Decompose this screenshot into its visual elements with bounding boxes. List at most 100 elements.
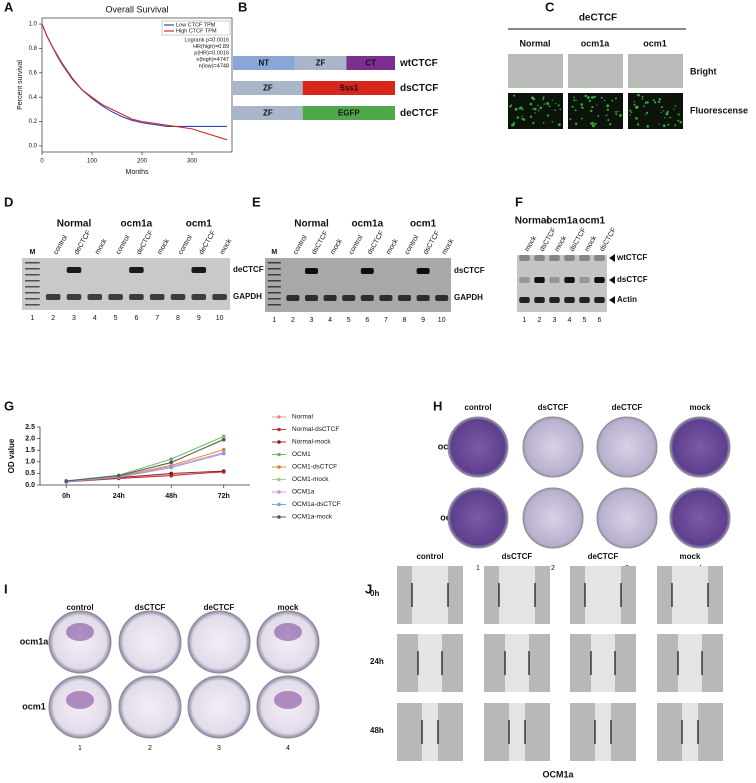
row-label: ocm1a xyxy=(20,636,50,646)
band xyxy=(397,295,412,301)
cell xyxy=(615,110,618,113)
lane-number: 7 xyxy=(384,317,388,324)
wound xyxy=(509,703,525,761)
band xyxy=(564,277,575,283)
lane-label: control xyxy=(115,234,132,256)
cell xyxy=(600,96,603,99)
cell xyxy=(580,103,584,106)
band xyxy=(594,255,605,261)
ladder xyxy=(25,268,40,270)
cell xyxy=(521,115,523,118)
lane-number: 2 xyxy=(291,317,295,324)
cell xyxy=(548,105,551,108)
cell xyxy=(629,114,631,116)
ladder xyxy=(25,292,40,294)
lane-label: mock xyxy=(94,238,109,256)
plate xyxy=(669,416,731,478)
column-label: deCTCF xyxy=(204,603,235,612)
cell xyxy=(534,112,536,114)
cell xyxy=(555,102,557,105)
ladder xyxy=(267,262,281,264)
lane-number: 1 xyxy=(523,317,527,324)
cell xyxy=(513,123,515,126)
x-tick-label: 300 xyxy=(187,159,198,165)
legend-label: OCM1a-dsCTCF xyxy=(292,501,341,508)
lane-label: mock xyxy=(329,238,344,256)
lane-number: 10 xyxy=(216,315,224,322)
legend-box xyxy=(161,20,231,36)
wound xyxy=(682,703,698,761)
column-label: deCTCF xyxy=(588,552,619,561)
legend-marker xyxy=(277,502,281,507)
band xyxy=(416,295,430,301)
gel-image xyxy=(265,258,451,312)
marker-label: M xyxy=(271,249,277,256)
band xyxy=(534,277,545,283)
lane-number: 4 xyxy=(568,317,572,324)
cell xyxy=(590,122,593,125)
lane-number: 4 xyxy=(328,317,332,324)
arrow xyxy=(609,296,615,304)
wound xyxy=(591,634,615,692)
lane-number: 6 xyxy=(134,315,138,322)
wound xyxy=(499,566,535,624)
band xyxy=(534,297,545,303)
x-tick-label: 100 xyxy=(87,159,98,165)
band xyxy=(45,294,61,300)
lane-number: 4 xyxy=(93,315,97,322)
band xyxy=(579,255,590,261)
lane-number: 3 xyxy=(553,317,557,324)
panel-letter: D xyxy=(4,194,13,209)
band xyxy=(549,255,560,261)
y-axis-label: Percent survival xyxy=(17,60,24,110)
cell xyxy=(532,108,534,110)
point xyxy=(221,447,226,452)
fluor-image xyxy=(628,93,683,129)
cell xyxy=(547,114,550,117)
cell xyxy=(669,116,672,119)
cell xyxy=(603,99,606,102)
panel-letter: F xyxy=(515,194,523,209)
cell xyxy=(615,113,618,116)
legend-marker xyxy=(277,415,281,419)
x-tick-label: 0 xyxy=(40,159,44,165)
annotation: n(low)=4748 xyxy=(199,63,229,69)
band xyxy=(129,267,144,273)
band xyxy=(579,297,590,303)
x-tick-label: 24h xyxy=(113,493,125,500)
band xyxy=(286,295,300,301)
lane-label: mock xyxy=(584,235,599,253)
band-label: dsCTCF xyxy=(454,266,485,275)
marker-label: M xyxy=(29,249,35,256)
domain xyxy=(294,56,347,70)
cell xyxy=(679,120,683,124)
lane-label: mock xyxy=(554,235,569,253)
band xyxy=(416,268,430,274)
cell xyxy=(532,97,536,101)
plate xyxy=(522,416,584,478)
cell xyxy=(609,123,612,126)
stain xyxy=(66,691,94,709)
arrow xyxy=(609,276,615,284)
domain xyxy=(302,81,395,95)
row-label: 0h xyxy=(370,589,379,598)
plate-number: 1 xyxy=(476,565,480,572)
lane-label: control xyxy=(177,234,194,256)
annotation: HR(high)=0.89 xyxy=(193,44,229,50)
point xyxy=(221,469,226,473)
lane-number: 5 xyxy=(347,317,351,324)
row-label: Bright xyxy=(690,66,717,76)
wound xyxy=(422,703,438,761)
domain-label: ZF xyxy=(263,84,273,93)
cell xyxy=(573,96,575,98)
plate xyxy=(187,675,251,739)
point xyxy=(64,479,69,483)
group-label: deCTCF xyxy=(579,13,617,24)
y-tick-label: 0.0 xyxy=(25,482,35,489)
cell xyxy=(606,108,609,111)
cell xyxy=(657,100,661,104)
cell xyxy=(646,101,649,104)
band xyxy=(549,277,560,283)
cell xyxy=(586,96,590,99)
band xyxy=(594,297,605,303)
